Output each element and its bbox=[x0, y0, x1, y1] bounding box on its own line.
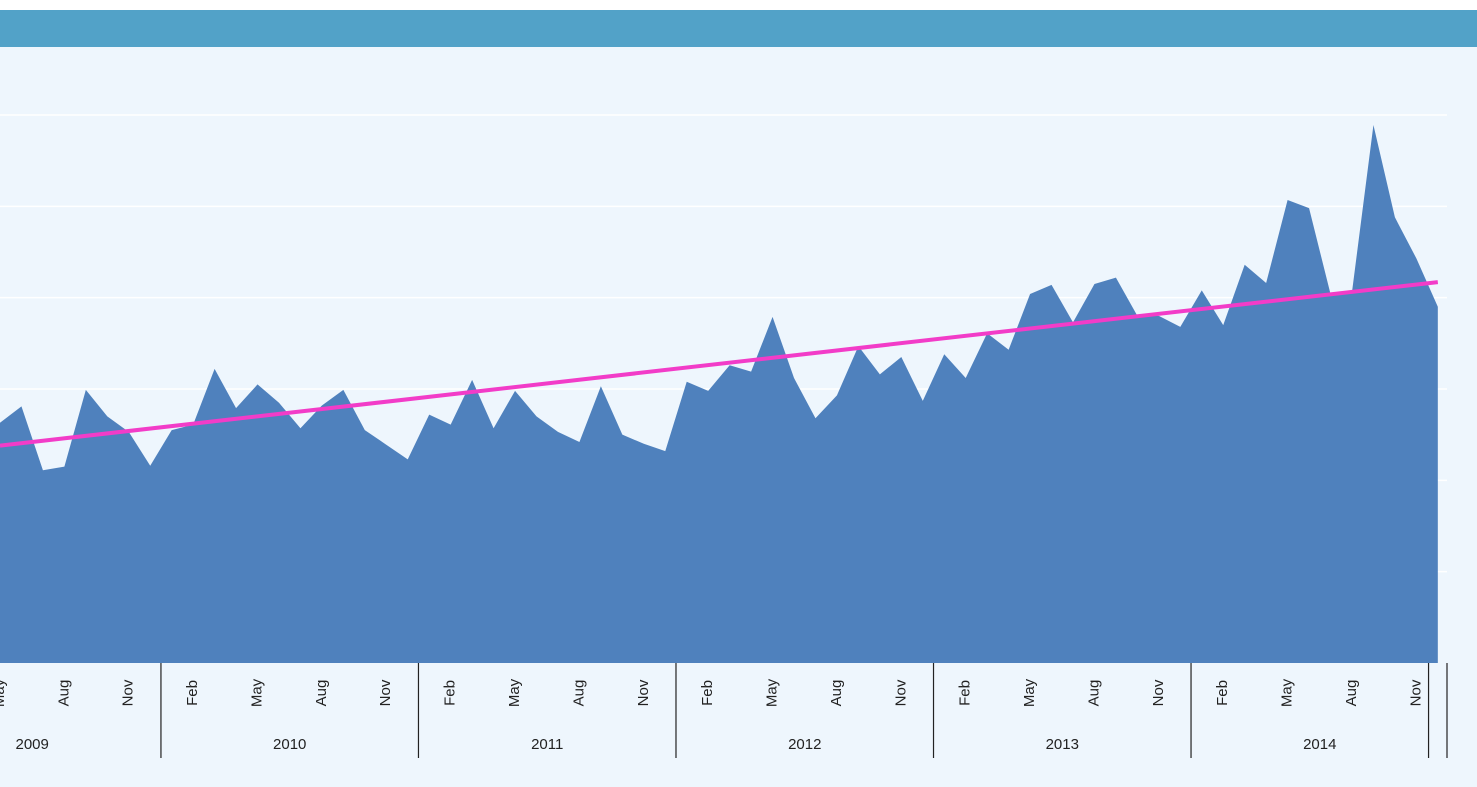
year-label: 2013 bbox=[1046, 736, 1079, 753]
x-tick-label: Feb bbox=[1214, 680, 1231, 706]
year-label: 2012 bbox=[788, 736, 821, 753]
year-label: 2011 bbox=[531, 736, 563, 753]
x-tick-label: Aug bbox=[1343, 680, 1360, 707]
header-bar bbox=[0, 10, 1477, 47]
year-label: 2009 bbox=[16, 736, 49, 753]
trend-line bbox=[0, 280, 1439, 448]
x-tick-label: May bbox=[0, 678, 8, 707]
x-tick-label: Feb bbox=[699, 680, 716, 706]
x-tick-label: Feb bbox=[442, 680, 459, 706]
x-tick-label: May bbox=[506, 678, 523, 707]
x-tick-label: May bbox=[248, 678, 265, 707]
plot bbox=[0, 125, 1439, 663]
x-tick-label: Nov bbox=[120, 679, 137, 706]
year-label: 2010 bbox=[273, 736, 306, 753]
area bbox=[0, 125, 1438, 663]
x-tick-label: Feb bbox=[957, 680, 974, 706]
x-tick-label: May bbox=[1279, 678, 1296, 707]
x-tick-label: Nov bbox=[377, 679, 394, 706]
x-tick-label: Aug bbox=[55, 680, 72, 707]
x-tick-label: May bbox=[1021, 678, 1038, 707]
x-tick-label: May bbox=[764, 678, 781, 707]
x-tick-label: Nov bbox=[1150, 679, 1167, 706]
year-label: 2014 bbox=[1303, 736, 1336, 753]
x-tick-label: Nov bbox=[635, 679, 652, 706]
x-tick-label: Aug bbox=[828, 680, 845, 707]
x-tick-label: Feb bbox=[184, 680, 201, 706]
x-tick-label: Aug bbox=[313, 680, 330, 707]
x-axis: May Aug Nov Feb May Aug Nov Feb May Aug Nov Feb May A… bbox=[0, 663, 1448, 758]
x-tick-label: Aug bbox=[570, 680, 587, 707]
x-tick-label: Nov bbox=[892, 679, 909, 706]
x-tick-label: Aug bbox=[1085, 680, 1102, 707]
x-tick-label: Nov bbox=[1407, 679, 1424, 706]
